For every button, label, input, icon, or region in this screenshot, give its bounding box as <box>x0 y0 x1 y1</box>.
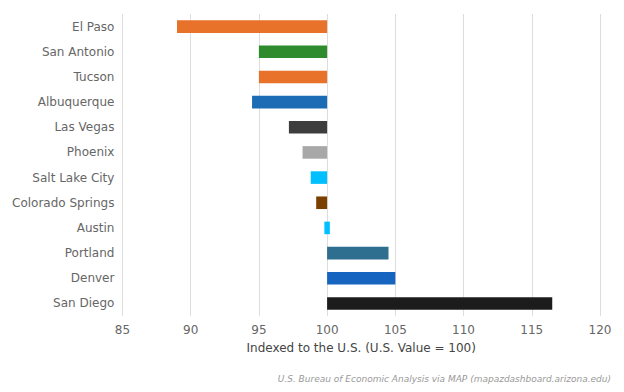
svg-text:95: 95 <box>251 323 266 337</box>
svg-text:U.S. Bureau of Economic Analys: U.S. Bureau of Economic Analysis via MAP… <box>278 374 611 384</box>
svg-text:100: 100 <box>316 323 339 337</box>
svg-text:105: 105 <box>384 323 407 337</box>
svg-text:El Paso: El Paso <box>72 20 114 34</box>
svg-text:Colorado Springs: Colorado Springs <box>12 196 114 210</box>
svg-text:Denver: Denver <box>71 271 115 285</box>
svg-text:115: 115 <box>520 323 543 337</box>
svg-text:Las Vegas: Las Vegas <box>54 120 114 134</box>
svg-text:Albuquerque: Albuquerque <box>38 95 115 109</box>
svg-text:Portland: Portland <box>65 246 115 260</box>
svg-text:San Antonio: San Antonio <box>42 45 115 59</box>
svg-text:Phoenix: Phoenix <box>67 145 115 159</box>
svg-text:Indexed to the U.S. (U.S. Valu: Indexed to the U.S. (U.S. Value = 100) <box>246 341 475 355</box>
svg-text:90: 90 <box>183 323 198 337</box>
svg-text:San Diego: San Diego <box>53 296 114 310</box>
svg-text:85: 85 <box>115 323 130 337</box>
svg-text:110: 110 <box>452 323 475 337</box>
svg-text:Tucson: Tucson <box>73 70 115 84</box>
svg-text:Austin: Austin <box>77 221 115 235</box>
svg-text:Salt Lake City: Salt Lake City <box>32 171 114 185</box>
svg-text:120: 120 <box>589 323 612 337</box>
